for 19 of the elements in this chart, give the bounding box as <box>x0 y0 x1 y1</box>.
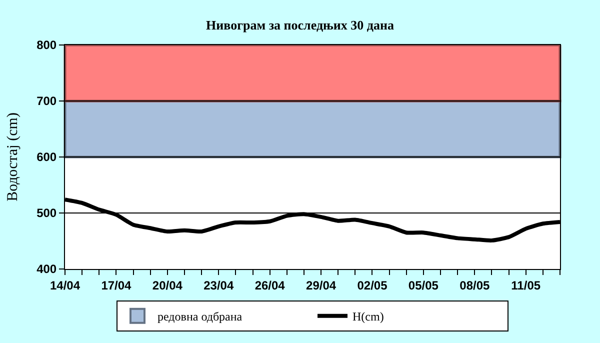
x-tick-label: 08/05 <box>460 278 490 292</box>
x-tick-label: 05/05 <box>408 278 439 292</box>
x-tick-label: 14/04 <box>50 278 80 292</box>
x-tick-label: 02/05 <box>357 278 388 292</box>
y-tick-label: 500 <box>36 206 57 220</box>
x-tick-label: 17/04 <box>101 278 132 292</box>
legend-label: H(cm) <box>352 310 384 324</box>
y-axis-title: Водостај (cm) <box>4 112 21 202</box>
x-tick-label: 23/04 <box>204 278 234 292</box>
x-tick-label: 29/04 <box>306 278 336 292</box>
y-tick-label: 700 <box>36 94 57 108</box>
y-tick-label: 600 <box>36 150 57 164</box>
y-tick-label: 400 <box>36 262 57 276</box>
y-tick-label: 800 <box>36 38 57 52</box>
x-tick-label: 26/04 <box>254 278 286 292</box>
legend-label: редовна одбрана <box>158 310 243 324</box>
x-tick-label: 11/05 <box>511 278 541 292</box>
chart-title: Нивограм за последњих 30 дана <box>206 18 394 33</box>
x-tick-label: 20/04 <box>152 278 183 292</box>
